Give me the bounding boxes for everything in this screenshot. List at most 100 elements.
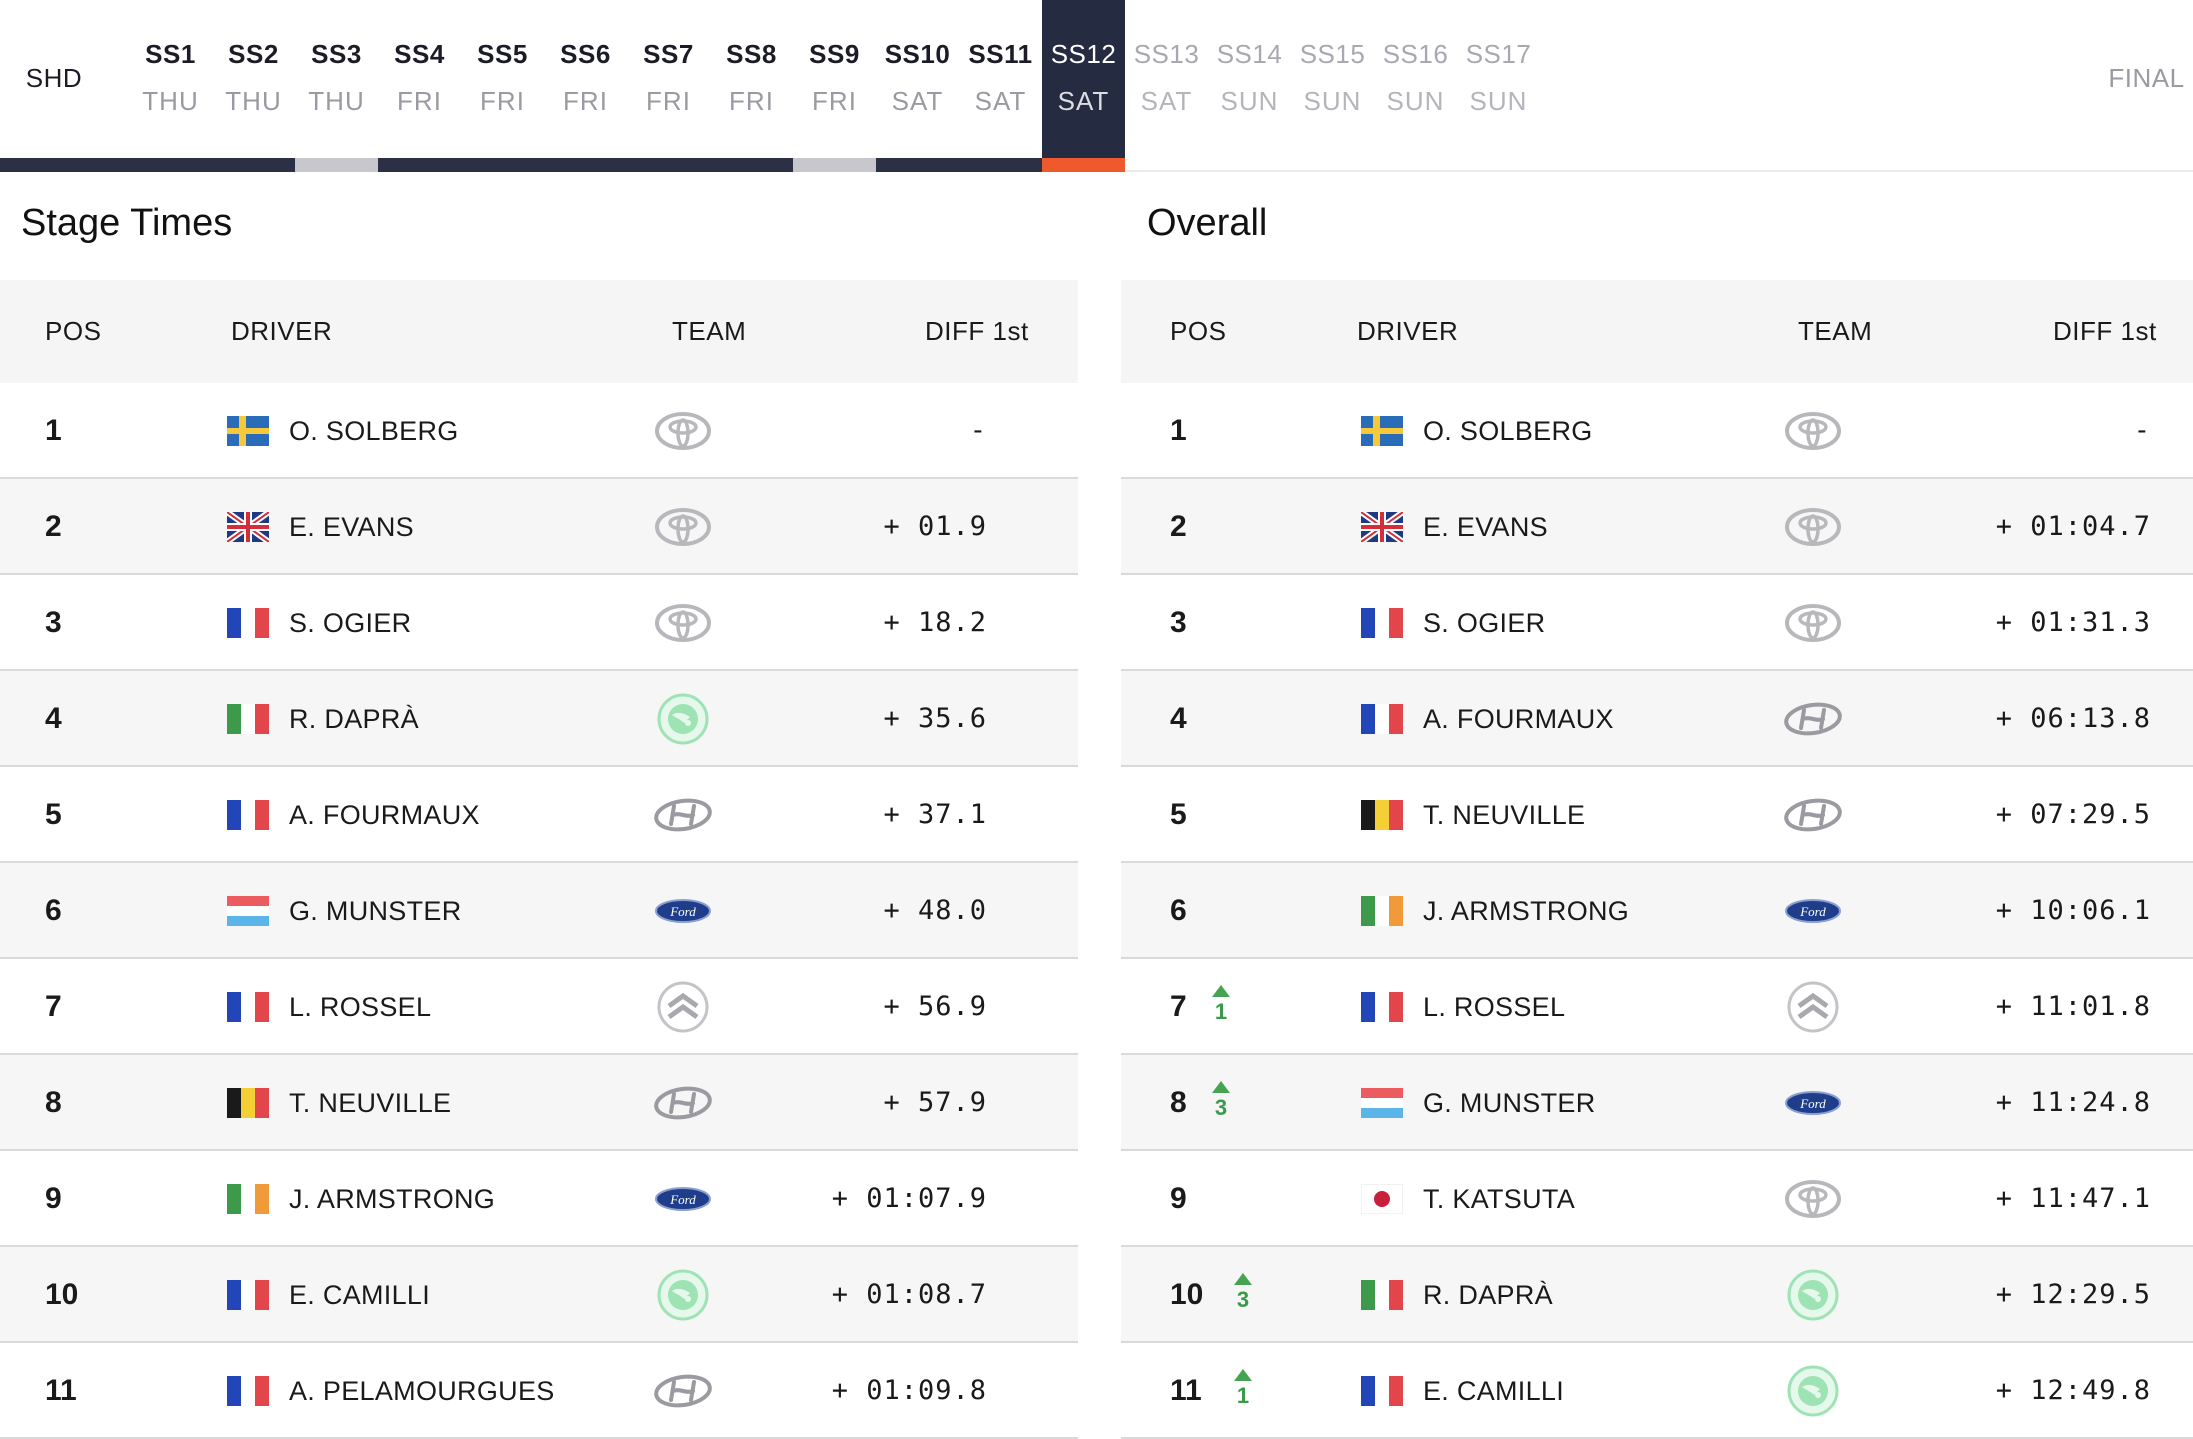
svg-text:Ford: Ford xyxy=(669,1192,696,1207)
driver-name[interactable]: J. ARMSTRONG xyxy=(1423,896,1630,926)
diff-time: + 01:07.9 xyxy=(831,1183,987,1214)
tab-ss2[interactable]: SS2 THU xyxy=(212,0,295,172)
tab-stage-day: SUN xyxy=(1469,86,1528,116)
table-row[interactable]: 10 3 R. DAPRÀ + 12:29.5 xyxy=(1121,1247,2193,1343)
table-row[interactable]: 6 G. MUNSTER Ford + 48.0 xyxy=(0,863,1078,959)
diff-time: + 37.1 xyxy=(883,799,987,830)
table-row[interactable]: 11 A. PELAMOURGUES + 01:09.8 xyxy=(0,1343,1078,1439)
position-gain-indicator: 3 xyxy=(1210,1081,1232,1121)
tab-ss9[interactable]: SS9 FRI xyxy=(793,0,876,172)
toyota-logo-icon xyxy=(654,501,712,553)
diff-time: + 01:04.7 xyxy=(1995,511,2151,542)
table-row[interactable]: 3 S. OGIER + 18.2 xyxy=(0,575,1078,671)
flag-fr-icon xyxy=(227,800,269,830)
position: 9 xyxy=(1170,1182,1187,1215)
tab-final[interactable]: FINAL xyxy=(2100,0,2193,172)
driver-name[interactable]: J. ARMSTRONG xyxy=(289,1184,496,1214)
tab-ss17[interactable]: SS17 SUN xyxy=(1457,0,1540,172)
table-row[interactable]: 2 E. EVANS + 01:04.7 xyxy=(1121,479,2193,575)
hyundai-logo-icon xyxy=(654,789,712,841)
toyota-logo-icon xyxy=(654,597,712,649)
position-gain-indicator: 3 xyxy=(1232,1273,1254,1313)
driver-name[interactable]: A. PELAMOURGUES xyxy=(289,1376,555,1406)
tab-ss4[interactable]: SS4 FRI xyxy=(378,0,461,172)
tab-ss6[interactable]: SS6 FRI xyxy=(544,0,627,172)
driver-name[interactable]: T. NEUVILLE xyxy=(289,1088,452,1118)
table-row[interactable]: 2 E. EVANS + 01.9 xyxy=(0,479,1078,575)
table-row[interactable]: 4 R. DAPRÀ + 35.6 xyxy=(0,671,1078,767)
driver-name[interactable]: E. EVANS xyxy=(289,512,414,542)
diff-time: + 07:29.5 xyxy=(1995,799,2151,830)
driver-name[interactable]: L. ROSSEL xyxy=(289,992,432,1022)
driver-name[interactable]: E. CAMILLI xyxy=(289,1280,431,1310)
tab-ss15[interactable]: SS15 SUN xyxy=(1291,0,1374,172)
table-row[interactable]: 7 L. ROSSEL + 56.9 xyxy=(0,959,1078,1055)
tab-ss8[interactable]: SS8 FRI xyxy=(710,0,793,172)
overall-header: POS DRIVER TEAM DIFF 1st xyxy=(1121,280,2193,383)
driver-name[interactable]: L. ROSSEL xyxy=(1423,992,1566,1022)
position: 5 xyxy=(45,798,62,831)
table-row[interactable]: 8 T. NEUVILLE + 57.9 xyxy=(0,1055,1078,1151)
flag-fr-icon xyxy=(227,992,269,1022)
tab-ss11[interactable]: SS11 SAT xyxy=(959,0,1042,172)
stage-status-bar xyxy=(212,158,295,172)
table-row[interactable]: 7 1 L. ROSSEL + 11:01.8 xyxy=(1121,959,2193,1055)
table-row[interactable]: 5 A. FOURMAUX + 37.1 xyxy=(0,767,1078,863)
table-row[interactable]: 9 T. KATSUTA + 11:47.1 xyxy=(1121,1151,2193,1247)
driver-name[interactable]: E. EVANS xyxy=(1423,512,1548,542)
table-row[interactable]: 10 E. CAMILLI + 01:08.7 xyxy=(0,1247,1078,1343)
tab-stage-day: THU xyxy=(308,86,365,116)
driver-name[interactable]: S. OGIER xyxy=(1423,608,1546,638)
driver-name[interactable]: A. FOURMAUX xyxy=(289,800,480,830)
driver-name[interactable]: T. NEUVILLE xyxy=(1423,800,1586,830)
driver-name[interactable]: G. MUNSTER xyxy=(1423,1088,1596,1118)
stage-nav: SHD SS1 THU SS2 THU SS3 THU xyxy=(0,0,2193,172)
tab-ss16[interactable]: SS16 SUN xyxy=(1374,0,1457,172)
table-row[interactable]: 5 T. NEUVILLE + 07:29.5 xyxy=(1121,767,2193,863)
tab-ss7[interactable]: SS7 FRI xyxy=(627,0,710,172)
tab-stage-code: SS2 xyxy=(228,39,279,69)
table-row[interactable]: 1 O. SOLBERG - xyxy=(0,383,1078,479)
tab-ss3[interactable]: SS3 THU xyxy=(295,0,378,172)
position: 10 xyxy=(1170,1278,1204,1311)
table-row[interactable]: 8 3 G. MUNSTER Ford + 11:24.8 xyxy=(1121,1055,2193,1151)
tab-ss12[interactable]: SS12 SAT xyxy=(1042,0,1125,172)
driver-name[interactable]: O. SOLBERG xyxy=(289,416,459,446)
diff-time: + 12:29.5 xyxy=(1995,1279,2151,1310)
tab-ss1[interactable]: SS1 THU xyxy=(129,0,212,172)
driver-name[interactable]: S. OGIER xyxy=(289,608,412,638)
tab-ss14[interactable]: SS14 SUN xyxy=(1208,0,1291,172)
tab-shakedown[interactable]: SHD xyxy=(0,0,108,172)
ford-logo-icon: Ford xyxy=(654,885,712,937)
table-row[interactable]: 11 1 E. CAMILLI + 12:49.8 xyxy=(1121,1343,2193,1439)
tab-stage-code: SS1 xyxy=(145,39,196,69)
position: 11 xyxy=(1170,1374,1202,1407)
toyota-logo-icon xyxy=(654,405,712,457)
tab-ss13[interactable]: SS13 SAT xyxy=(1125,0,1208,172)
diff-time: + 01.9 xyxy=(883,511,987,542)
tab-ss10[interactable]: SS10 SAT xyxy=(876,0,959,172)
driver-name[interactable]: T. KATSUTA xyxy=(1423,1184,1576,1214)
table-row[interactable]: 3 S. OGIER + 01:31.3 xyxy=(1121,575,2193,671)
stage-status-bar xyxy=(793,158,876,172)
position: 1 xyxy=(45,414,62,447)
table-row[interactable]: 9 J. ARMSTRONG Ford + 01:07.9 xyxy=(0,1151,1078,1247)
tab-ss5[interactable]: SS5 FRI xyxy=(461,0,544,172)
stage-times-header: POS DRIVER TEAM DIFF 1st xyxy=(0,280,1078,383)
table-row[interactable]: 6 J. ARMSTRONG Ford + 10:06.1 xyxy=(1121,863,2193,959)
table-row[interactable]: 4 A. FOURMAUX + 06:13.8 xyxy=(1121,671,2193,767)
driver-name[interactable]: E. CAMILLI xyxy=(1423,1376,1565,1406)
driver-name[interactable]: R. DAPRÀ xyxy=(289,704,419,734)
driver-name[interactable]: G. MUNSTER xyxy=(289,896,462,926)
driver-name[interactable]: A. FOURMAUX xyxy=(1423,704,1614,734)
driver-name[interactable]: R. DAPRÀ xyxy=(1423,1280,1553,1310)
diff-time: + 01:09.8 xyxy=(831,1375,987,1406)
flag-se-icon xyxy=(1361,416,1403,446)
citroen-logo-icon xyxy=(654,981,712,1033)
flag-ie-icon xyxy=(1361,896,1403,926)
table-row[interactable]: 1 O. SOLBERG - xyxy=(1121,383,2193,479)
position: 9 xyxy=(45,1182,62,1215)
header-diff: DIFF 1st xyxy=(925,316,1029,346)
driver-name[interactable]: O. SOLBERG xyxy=(1423,416,1593,446)
diff-time: + 11:01.8 xyxy=(1995,991,2151,1022)
